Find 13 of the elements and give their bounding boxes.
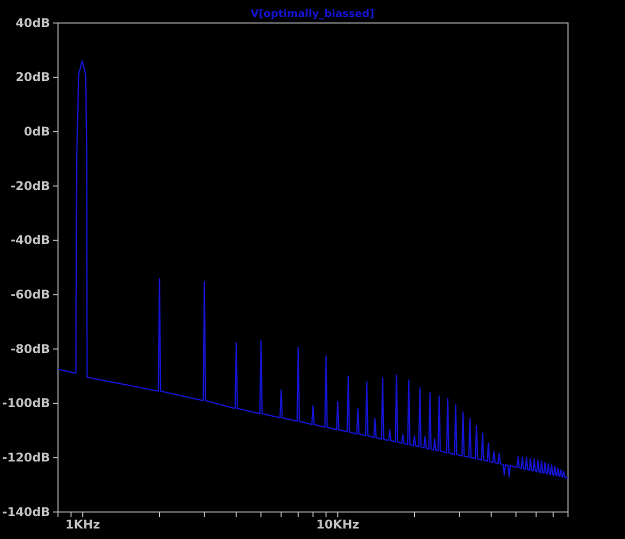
y-tick-label: 0dB (24, 124, 50, 139)
y-tick-label: -80dB (10, 342, 50, 356)
y-tick-label: -40dB (10, 233, 50, 248)
y-tick-label: -60dB (10, 288, 50, 302)
y-tick-label: -120dB (2, 450, 50, 465)
y-tick-label: -20dB (10, 178, 50, 193)
chart-title: V[optimally_biassed] (250, 8, 374, 20)
y-tick-label: -140dB (2, 504, 50, 519)
x-tick-label: 1KHz (65, 518, 100, 532)
y-tick-label: 20dB (16, 70, 50, 84)
y-tick-label: -100dB (2, 396, 50, 410)
y-tick-label: 40dB (16, 16, 50, 30)
x-tick-label: 10KHz (316, 518, 360, 532)
